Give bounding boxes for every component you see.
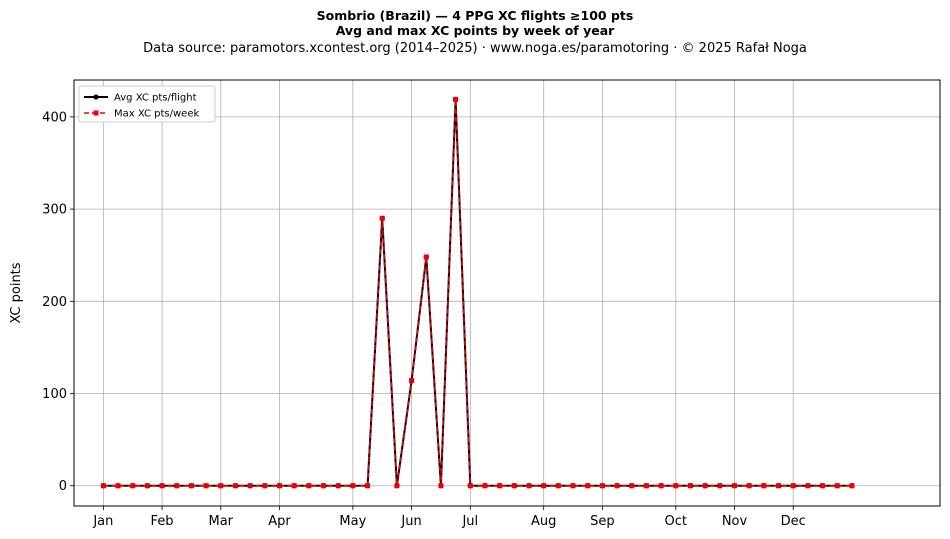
axis-ticks: 0 100 200 300 400 Jan Feb Mar Apr May Jun Jul Aug Sep… (42, 110, 806, 529)
data-point (805, 483, 811, 489)
data-point (585, 483, 591, 489)
x-tick-label: Oct (665, 514, 687, 529)
y-tick-label: 400 (42, 110, 67, 125)
data-point (409, 378, 415, 384)
data-point (423, 254, 429, 260)
data-point (115, 483, 121, 489)
x-tick-label: Jan (92, 514, 113, 529)
x-tick-label: Jul (461, 514, 478, 529)
data-point (335, 483, 341, 489)
data-point (761, 483, 767, 489)
data-point (790, 483, 796, 489)
data-point (218, 483, 224, 489)
series-line (103, 98, 852, 487)
data-point (570, 483, 576, 489)
legend-marker (93, 94, 99, 100)
data-point (321, 483, 327, 489)
data-point (467, 483, 473, 489)
data-point (732, 483, 738, 489)
x-tick-label: Nov (722, 514, 748, 529)
x-tick-label: Dec (781, 514, 806, 529)
y-tick-label: 300 (42, 203, 67, 218)
data-point (438, 483, 444, 489)
x-tick-label: Aug (531, 514, 556, 529)
data-point (687, 483, 693, 489)
data-point (203, 483, 209, 489)
data-point (159, 483, 165, 489)
data-point (394, 483, 400, 489)
data-point (599, 483, 605, 489)
y-axis-label: XC points (9, 262, 24, 323)
y-tick-label: 0 (59, 479, 67, 494)
data-point (291, 483, 297, 489)
data-point (497, 483, 503, 489)
data-point (629, 483, 635, 489)
data-point (130, 483, 136, 489)
data-point (482, 483, 488, 489)
data-point (188, 483, 194, 489)
chart-subtitle: Avg and max XC points by week of year (335, 23, 615, 38)
series-max (100, 96, 855, 489)
data-point (453, 96, 459, 102)
legend-box (78, 85, 216, 123)
x-tick-label: May (339, 514, 366, 529)
chart-title: Sombrio (Brazil) — 4 PPG XC flights ≥100… (316, 8, 634, 23)
legend-label: Max XC pts/week (114, 109, 199, 120)
chart-source: Data source: paramotors.xcontest.org (20… (143, 41, 807, 56)
data-point (350, 483, 356, 489)
data-point (365, 483, 371, 489)
data-point (614, 483, 620, 489)
data-point (262, 483, 268, 489)
data-point (820, 483, 826, 489)
data-point (511, 483, 517, 489)
y-tick-label: 200 (42, 295, 67, 310)
data-point (306, 483, 312, 489)
data-point (717, 483, 723, 489)
data-point (834, 483, 840, 489)
series-line (103, 98, 852, 487)
series-layer (100, 96, 855, 489)
x-tick-label: Mar (209, 514, 234, 529)
data-point (555, 483, 561, 489)
data-point (849, 483, 855, 489)
legend: Avg XC pts/flight Max XC pts/week (78, 85, 216, 123)
data-point (702, 483, 708, 489)
grid-lines (74, 80, 940, 506)
x-tick-label: Sep (590, 514, 615, 529)
data-point (673, 483, 679, 489)
data-point (174, 483, 180, 489)
data-point (526, 483, 532, 489)
data-point (276, 483, 282, 489)
data-point (247, 483, 253, 489)
series-avg (100, 96, 855, 489)
data-point (232, 483, 238, 489)
data-point (144, 483, 150, 489)
data-point (658, 483, 664, 489)
legend-marker (93, 110, 99, 116)
legend-label: Avg XC pts/flight (114, 93, 197, 104)
data-point (379, 215, 385, 221)
data-point (776, 483, 782, 489)
x-tick-label: Feb (151, 514, 174, 529)
x-tick-label: Apr (268, 514, 291, 529)
x-tick-label: Jun (400, 514, 421, 529)
data-point (541, 483, 547, 489)
chart-titles: Sombrio (Brazil) — 4 PPG XC flights ≥100… (0, 8, 950, 57)
y-tick-label: 100 (42, 387, 67, 402)
data-point (746, 483, 752, 489)
plot-frame (73, 79, 941, 507)
data-point (100, 483, 106, 489)
data-point (643, 483, 649, 489)
